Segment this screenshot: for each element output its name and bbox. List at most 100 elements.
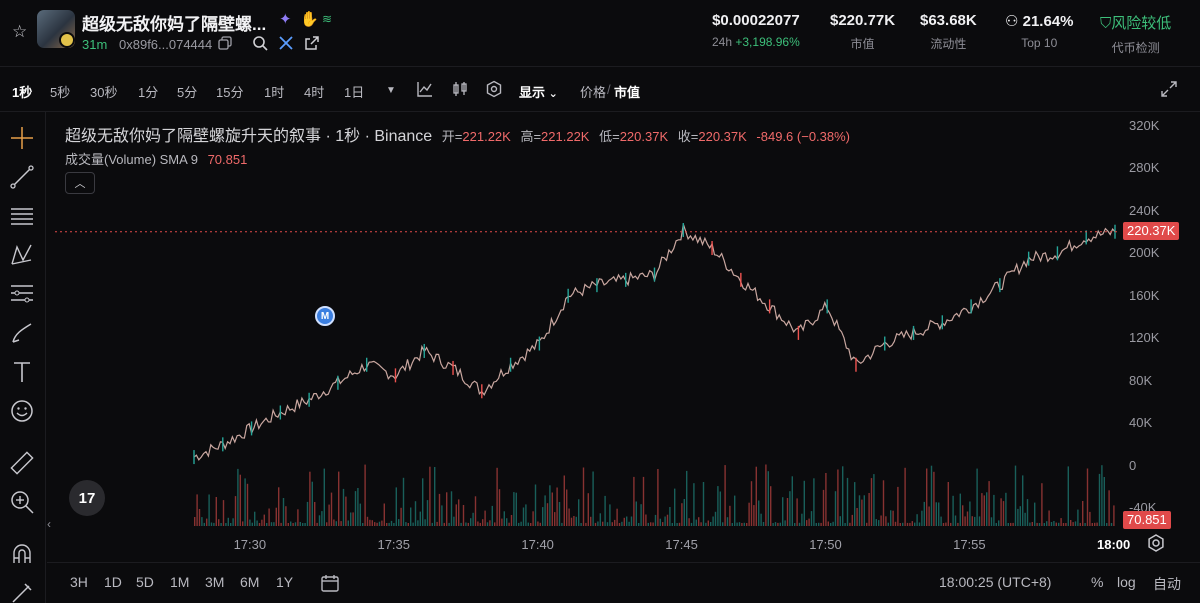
volume-bar — [299, 522, 301, 526]
favorite-star-icon[interactable]: ☆ — [12, 22, 28, 41]
volume-bar — [458, 499, 460, 526]
price-change: 24h +3,198.96% — [712, 35, 800, 49]
volume-bar — [674, 488, 676, 526]
price-chart[interactable]: 超级无敌你妈了隔壁螺旋升天的叙事 · 1秒 · Binance 开=221.22… — [47, 112, 1200, 562]
crosshair-icon[interactable] — [9, 125, 35, 151]
candle-type-icon[interactable] — [451, 80, 469, 98]
volume-bar — [477, 521, 479, 526]
volume-bar — [362, 523, 364, 526]
x-twitter-icon[interactable] — [278, 35, 294, 51]
timeframe-1d[interactable]: 1日 — [344, 85, 365, 100]
lock-draw-icon[interactable] — [9, 580, 35, 603]
sparkle-icon: ✦ — [279, 11, 292, 28]
token-age: 31m — [82, 37, 108, 52]
close-key: 收= — [677, 129, 699, 144]
fullscreen-icon[interactable] — [1160, 80, 1178, 98]
volume-bar — [894, 521, 897, 526]
volume-bar — [640, 504, 642, 526]
horizontal-lines-icon[interactable] — [9, 203, 35, 229]
token-avatar — [37, 10, 75, 48]
volume-bar — [206, 518, 208, 526]
volume-bar — [695, 519, 697, 526]
text-tool-icon[interactable] — [9, 359, 35, 385]
volume-bar — [522, 507, 525, 526]
volume-bar — [654, 514, 657, 526]
volume-bar — [549, 485, 551, 526]
zoom-in-icon[interactable] — [9, 489, 35, 515]
y-tick-label: 160K — [1129, 287, 1160, 303]
auto-toggle[interactable]: 自动 — [1153, 576, 1181, 592]
range-6m[interactable]: 6M — [240, 574, 260, 590]
volume-bar — [232, 518, 234, 526]
x-tick-label: 17:40 — [521, 537, 554, 552]
collapse-legend-button[interactable]: ︿ — [65, 172, 95, 194]
volume-bar — [818, 522, 820, 526]
y-tick-label: 0 — [1129, 457, 1137, 473]
range-1d[interactable]: 1D — [104, 574, 122, 590]
y-tick-label: 240K — [1129, 202, 1160, 218]
range-3h[interactable]: 3H — [70, 574, 88, 590]
settings-hex-icon[interactable] — [485, 80, 503, 98]
tradingview-logo[interactable]: 17 — [69, 480, 105, 516]
volume-bar — [234, 496, 237, 526]
timeframe-1s[interactable]: 1秒 — [12, 85, 33, 100]
range-1m[interactable]: 1M — [170, 574, 190, 590]
timeframe-5m[interactable]: 5分 — [177, 85, 198, 100]
volume-bar — [484, 510, 486, 526]
pattern-icon[interactable] — [9, 242, 35, 268]
chart-canvas[interactable] — [47, 112, 1200, 562]
gear-icon[interactable] — [1147, 534, 1165, 552]
volume-bar — [546, 503, 549, 526]
volume-bar — [921, 510, 923, 526]
volume-bar — [717, 486, 719, 526]
chart-marker[interactable]: M — [315, 306, 335, 326]
indicator-icon[interactable] — [416, 80, 434, 98]
price-toggle[interactable]: 价格 — [580, 85, 607, 100]
volume-bar — [705, 522, 707, 526]
fib-icon[interactable] — [9, 281, 35, 307]
chevron-left-icon[interactable]: ‹ — [47, 517, 51, 531]
brush-icon[interactable] — [9, 320, 35, 346]
timeframe-4h[interactable]: 4时 — [304, 85, 325, 100]
external-link-icon[interactable] — [304, 35, 320, 51]
ruler-icon[interactable] — [9, 450, 35, 476]
timeframe-dropdown-icon[interactable]: ▼ — [386, 85, 396, 96]
range-5d[interactable]: 5D — [136, 574, 154, 590]
percent-toggle[interactable]: % — [1091, 574, 1104, 590]
clock-time[interactable]: 18:00:25 (UTC+8) — [939, 574, 1052, 590]
timeframe-1m[interactable]: 1分 — [138, 85, 159, 100]
volume-bar — [470, 518, 472, 526]
timeframe-5s[interactable]: 5秒 — [50, 85, 71, 100]
trend-line-icon[interactable] — [9, 164, 35, 190]
x-tick-label: 17:55 — [953, 537, 986, 552]
magnet-icon[interactable] — [9, 541, 35, 567]
high-key: 高= — [520, 129, 542, 144]
date-range-icon[interactable] — [320, 573, 340, 593]
volume-bar — [837, 469, 839, 526]
timeframe-30s[interactable]: 30秒 — [90, 85, 118, 100]
volume-bar — [861, 499, 863, 526]
volume-bar — [1050, 522, 1053, 526]
volume-bar — [1000, 498, 1002, 526]
volume-bar — [789, 491, 791, 526]
emoji-icon[interactable] — [9, 398, 35, 424]
log-toggle[interactable]: log — [1117, 574, 1136, 590]
volume-bar — [314, 502, 316, 526]
volume-bar — [422, 478, 424, 526]
timeframe-1h[interactable]: 1时 — [264, 85, 285, 100]
display-dropdown[interactable]: 显示 ⌄ — [519, 82, 558, 101]
volume-bar — [340, 521, 342, 526]
market-cap-label: 市值 — [850, 37, 875, 51]
y-tick-label: 280K — [1129, 160, 1160, 176]
copy-icon[interactable] — [218, 36, 232, 50]
range-1y[interactable]: 1Y — [276, 574, 294, 590]
volume-bar — [1096, 522, 1098, 526]
volume-bar — [381, 520, 383, 526]
search-icon[interactable] — [252, 35, 268, 51]
volume-bar — [897, 486, 899, 526]
market-cap-toggle[interactable]: 市值 — [614, 85, 641, 100]
timeframe-15m[interactable]: 15分 — [216, 85, 244, 100]
risk-stat[interactable]: ⛉风险较低 代币检测 — [1100, 12, 1171, 56]
range-3m[interactable]: 3M — [205, 574, 225, 590]
volume-bar — [513, 492, 515, 526]
